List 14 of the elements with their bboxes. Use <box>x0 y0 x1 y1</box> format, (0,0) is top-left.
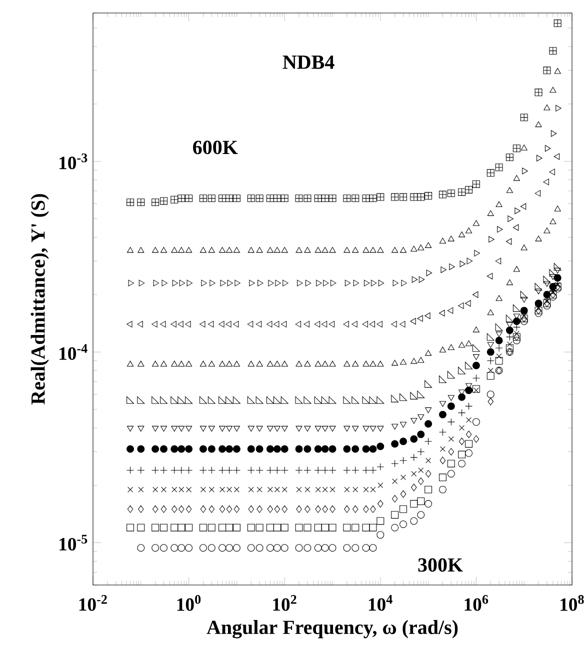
x-tick-label: 10$^{8}$ <box>560 595 584 611</box>
x-axis-title: Angular Frequency, ω (rad/s) <box>206 620 458 638</box>
y-tick-label: 10$^{-5}$ <box>60 534 88 551</box>
annotation: 300K <box>418 558 463 572</box>
x-tick-label: 10$^{-2}$ <box>79 595 107 611</box>
x-tick-label: 10$^{4}$ <box>368 595 392 611</box>
y-tick-label: 10$^{-3}$ <box>60 153 88 170</box>
x-tick-label: 10$^{0}$ <box>177 595 201 611</box>
y-axis-title: Real(Admittance), Y' (S) <box>30 194 49 404</box>
x-tick-label: 10$^{6}$ <box>464 595 488 611</box>
text: NDB4 <box>282 56 334 69</box>
annotation: 600K <box>193 140 238 154</box>
x-tick-label: 10$^{2}$ <box>273 595 296 611</box>
y-tick-label: 10$^{-4}$ <box>60 344 88 360</box>
